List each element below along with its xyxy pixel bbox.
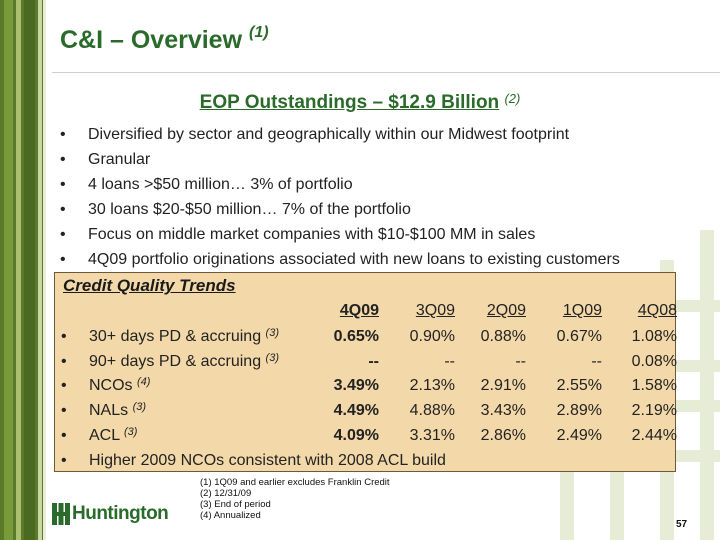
table-cell: --	[515, 353, 526, 370]
footnotes: (1) 1Q09 and earlier excludes Franklin C…	[200, 477, 390, 521]
footnote: (4) Annualized	[200, 510, 261, 521]
huntington-logo-icon	[52, 503, 70, 525]
period-header: 2Q09	[486, 302, 526, 319]
table-cell: 4.88%	[409, 402, 455, 419]
table-cell: 0.08%	[631, 353, 677, 370]
credit-quality-box: Credit Quality Trends 4Q09 3Q09 2Q09 1Q0…	[54, 272, 677, 472]
slide-title: C&I – Overview (1)	[60, 24, 269, 54]
bullet-item: • 30 loans $20-$50 million… 7% of the por…	[60, 201, 411, 218]
table-cell: 3.43%	[480, 402, 526, 419]
table-cell: 2.91%	[480, 377, 526, 394]
table-cell: 2.49%	[556, 427, 602, 444]
period-header: 1Q09	[562, 302, 602, 319]
bullet-item: • Granular	[60, 151, 151, 168]
credit-quality-title: Credit Quality Trends	[63, 276, 236, 295]
footnote: (3) End of period	[200, 499, 271, 510]
period-header: 4Q08	[637, 302, 677, 319]
row-label: • 90+ days PD & accruing (3)	[61, 352, 279, 370]
table-cell: --	[368, 353, 379, 370]
table-cell: 3.49%	[333, 377, 379, 394]
huntington-logo-text: Huntington	[72, 503, 169, 524]
subtitle-footnote-ref: (2)	[504, 91, 521, 106]
table-cell: 3.31%	[409, 427, 455, 444]
footnote: (2) 12/31/09	[200, 488, 252, 499]
bullet-item: • Diversified by sector and geographicall…	[60, 126, 570, 143]
table-cell: 1.08%	[631, 328, 677, 345]
table-cell: 2.55%	[556, 377, 602, 394]
bullet-item: • 4Q09 portfolio originations associated …	[60, 251, 620, 268]
row-label: • 30+ days PD & accruing (3)	[61, 327, 279, 345]
table-cell: 0.90%	[409, 328, 455, 345]
bullet-item: • 4 loans >$50 million… 3% of portfolio	[60, 176, 353, 193]
row-label: • ACL (3)	[61, 426, 138, 444]
decorative-stripes	[0, 0, 46, 540]
period-header: 4Q09	[339, 302, 379, 319]
table-cell: 1.58%	[631, 377, 677, 394]
row-label: • NALs (3)	[61, 401, 147, 419]
overview-bullet-list: • Diversified by sector and geographicall…	[60, 124, 620, 274]
table-cell: 0.88%	[480, 328, 526, 345]
bullet-item: • Focus on middle market companies with $…	[60, 226, 536, 243]
table-cell: 4.09%	[333, 427, 379, 444]
table-cell: 2.13%	[409, 377, 455, 394]
slide-subtitle: EOP Outstandings – $12.9 Billion (2)	[199, 91, 521, 113]
table-cell: 2.44%	[631, 427, 677, 444]
table-cell: --	[591, 353, 602, 370]
title-footnote-ref: (1)	[248, 24, 269, 41]
table-cell: --	[444, 353, 455, 370]
row-label: • NCOs (4)	[61, 376, 151, 394]
page-number: 57	[676, 519, 688, 530]
title-divider	[52, 72, 720, 73]
table-cell: 2.89%	[556, 402, 602, 419]
table-cell: 0.65%	[333, 328, 379, 345]
table-cell: 4.49%	[333, 402, 379, 419]
table-cell: 0.67%	[556, 328, 602, 345]
table-cell: 2.86%	[480, 427, 526, 444]
footnote: (1) 1Q09 and earlier excludes Franklin C…	[200, 477, 390, 488]
table-cell: 2.19%	[631, 402, 677, 419]
period-header: 3Q09	[415, 302, 455, 319]
